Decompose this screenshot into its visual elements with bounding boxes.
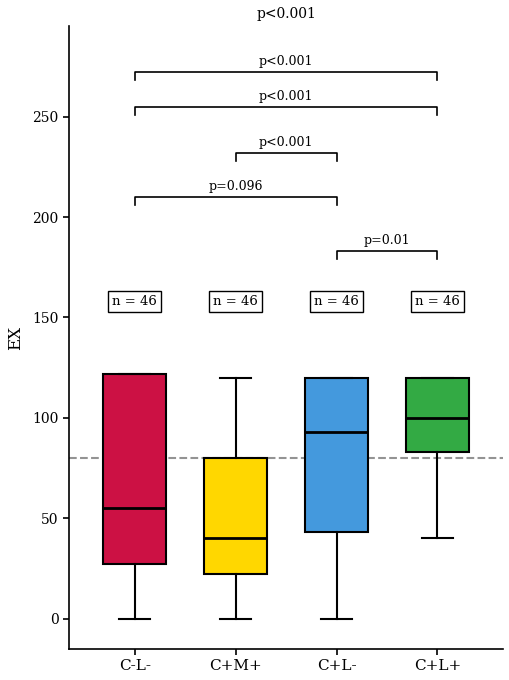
Title: p<0.001: p<0.001	[256, 7, 316, 21]
Text: n = 46: n = 46	[213, 295, 258, 308]
PathPatch shape	[405, 377, 468, 452]
Y-axis label: EX: EX	[7, 326, 24, 350]
Text: p<0.001: p<0.001	[258, 56, 313, 69]
Text: p=0.01: p=0.01	[363, 234, 410, 247]
Text: p<0.001: p<0.001	[258, 90, 313, 103]
Text: n = 46: n = 46	[414, 295, 459, 308]
Text: n = 46: n = 46	[112, 295, 157, 308]
PathPatch shape	[103, 373, 165, 564]
Text: p<0.001: p<0.001	[258, 136, 313, 149]
Text: n = 46: n = 46	[314, 295, 358, 308]
PathPatch shape	[305, 377, 367, 532]
Text: p=0.096: p=0.096	[208, 180, 262, 193]
PathPatch shape	[204, 458, 266, 575]
